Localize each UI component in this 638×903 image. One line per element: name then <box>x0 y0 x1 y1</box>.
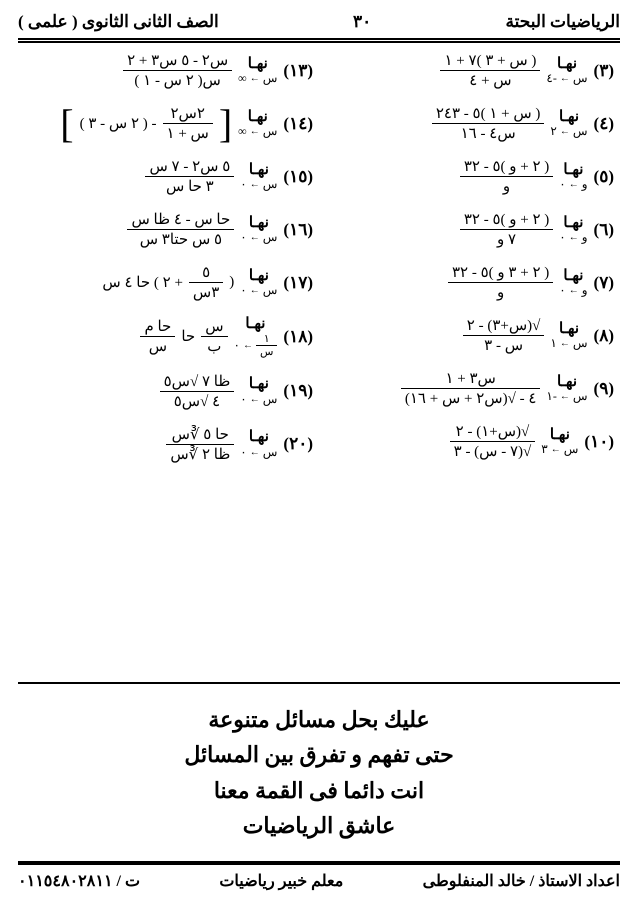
problem-number: (١٦) <box>283 220 313 240</box>
page-header: الرياضيات البحتة ٣٠ الصف الثانى الثانوى … <box>18 12 620 40</box>
right-bracket: ] <box>60 108 73 140</box>
problem-row: (١٥) نهـاس←٠ ٥ س٢ - ٧ س٣ حا س <box>24 157 313 196</box>
problem-row: (٢٠) نهـاس←٠ حا ٥ ∛سظا ٢ ∛س <box>24 425 313 464</box>
problem-row: (٤) نهـاس←٢ ( س + ١ )٥ - ٢٤٣س٤ - ١٦ <box>325 104 614 143</box>
problem-row: (٩) نهـاس←-١ س٣ + ١٤ - √(س٢ + س + ١٦) <box>325 369 614 408</box>
page-footer: اعداد الاستاذ / خالد المنفلوطى معلم خبير… <box>18 863 620 891</box>
problem-number: (١٩) <box>283 381 313 401</box>
problem-number: (١٧) <box>283 273 313 293</box>
problem-number: (٦) <box>594 220 614 240</box>
problem-number: (١٠) <box>584 432 614 452</box>
problem-number: (٣) <box>594 61 614 81</box>
problem-row: (١٣) نهـاس←∞ س٢ - ٥ س٣ + ٢س( ٢ س - ١ ) <box>24 51 313 90</box>
problem-row: (١٧) نهـاس←٠ ( ٥٣س + ٢ ) حا ٤ س <box>24 263 313 302</box>
motivation-line: عليك بحل مسائل متنوعة <box>18 702 620 737</box>
problem-number: (٩) <box>594 379 614 399</box>
problem-number: (١٨) <box>283 327 313 347</box>
problem-number: (١٣) <box>283 61 313 81</box>
problem-number: (٢٠) <box>283 434 313 454</box>
problem-row: (١٠) نهـاس←٣ √(س+١) - ٢√(٧ - س) - ٣ <box>325 422 614 461</box>
left-bracket: [ <box>219 108 232 140</box>
problem-row: (٣) نهـا س←-٤ ( س + ٣ )٧ + ١ س + ٤ <box>325 51 614 90</box>
motivation-block: عليك بحل مسائل متنوعة حتى تفهم و تفرق بي… <box>18 682 620 863</box>
problem-number: (٤) <box>594 114 614 134</box>
limit-notation: نهـا س←-٤ <box>546 56 587 86</box>
motivation-line: حتى تفهم و تفرق بين المسائل <box>18 737 620 772</box>
fraction: ( س + ٣ )٧ + ١ س + ٤ <box>440 51 540 90</box>
problem-row: (١٤) نهـاس←∞ [ ٢س٢س + ١ - ( ٢ س - ٣ ) ] <box>24 104 313 143</box>
header-left: الصف الثانى الثانوى ( علمى ) <box>18 12 219 32</box>
left-column: (١٣) نهـاس←∞ س٢ - ٥ س٣ + ٢س( ٢ س - ١ ) (… <box>18 51 319 682</box>
header-right: الرياضيات البحتة <box>506 12 620 32</box>
problem-number: (٧) <box>594 273 614 293</box>
header-center: ٣٠ <box>353 12 371 32</box>
problem-row: (١٨) نهـا١س←٠ سب حا حا مس <box>24 316 313 358</box>
problem-number: (١٥) <box>283 167 313 187</box>
right-column: (٣) نهـا س←-٤ ( س + ٣ )٧ + ١ س + ٤ (٤) ن… <box>319 51 620 682</box>
motivation-line: عاشق الرياضيات <box>18 808 620 843</box>
problem-number: (٥) <box>594 167 614 187</box>
problem-row: (١٩) نهـاس←٠ ظا ٧ √س٥٤ √س٥ <box>24 372 313 411</box>
problem-number: (٨) <box>594 326 614 346</box>
footer-left: ت / ٠١١٥٤٨٠٢٨١١ <box>18 871 140 891</box>
problem-row: (٧) نهـاو←٠ ( ٢ + ٣ و )٥ - ٣٢و <box>325 263 614 302</box>
footer-center: معلم خبير رياضيات <box>219 871 343 891</box>
problem-row: (١٦) نهـاس←٠ حا س - ٤ ظا س٥ س حتا٣ س <box>24 210 313 249</box>
problem-row: (٨) نهـاس←١ √(س+٣) - ٢س - ٣ <box>325 316 614 355</box>
motivation-line: انت دائما فى القمة معنا <box>18 773 620 808</box>
footer-right: اعداد الاستاذ / خالد المنفلوطى <box>423 871 620 891</box>
problem-row: (٦) نهـاو←٠ ( ٢ + و )٥ - ٣٢٧ و <box>325 210 614 249</box>
problem-number: (١٤) <box>283 114 313 134</box>
problems-content: (٣) نهـا س←-٤ ( س + ٣ )٧ + ١ س + ٤ (٤) ن… <box>18 43 620 682</box>
problem-row: (٥) نهـاو←٠ ( ٢ + و )٥ - ٣٢و <box>325 157 614 196</box>
